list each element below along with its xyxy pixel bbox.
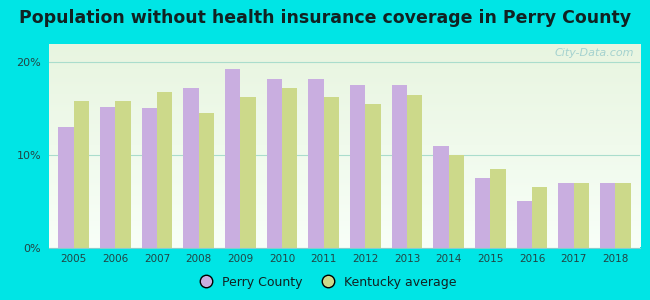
Legend: Perry County, Kentucky average: Perry County, Kentucky average — [188, 271, 462, 294]
Bar — [600, 183, 616, 248]
Bar — [58, 127, 73, 248]
Bar — [517, 201, 532, 247]
Text: Population without health insurance coverage in Perry County: Population without health insurance cove… — [19, 9, 631, 27]
Bar — [350, 85, 365, 247]
Bar — [475, 178, 490, 247]
Bar — [532, 187, 547, 247]
Bar — [183, 88, 199, 248]
Text: City-Data.com: City-Data.com — [555, 48, 634, 58]
Bar — [116, 101, 131, 248]
Bar — [240, 97, 255, 247]
Bar — [433, 146, 448, 248]
Bar — [266, 79, 282, 248]
Bar — [365, 104, 381, 248]
Bar — [73, 101, 89, 248]
Bar — [225, 70, 240, 248]
Bar — [282, 88, 298, 248]
Bar — [391, 85, 407, 247]
Bar — [616, 183, 630, 248]
Bar — [558, 183, 573, 248]
Bar — [157, 92, 172, 247]
Bar — [199, 113, 214, 247]
Bar — [490, 169, 506, 248]
Bar — [142, 108, 157, 248]
Bar — [573, 183, 589, 248]
Bar — [100, 106, 116, 248]
Bar — [308, 79, 324, 248]
Bar — [324, 97, 339, 247]
Bar — [448, 155, 464, 248]
Bar — [407, 94, 422, 248]
